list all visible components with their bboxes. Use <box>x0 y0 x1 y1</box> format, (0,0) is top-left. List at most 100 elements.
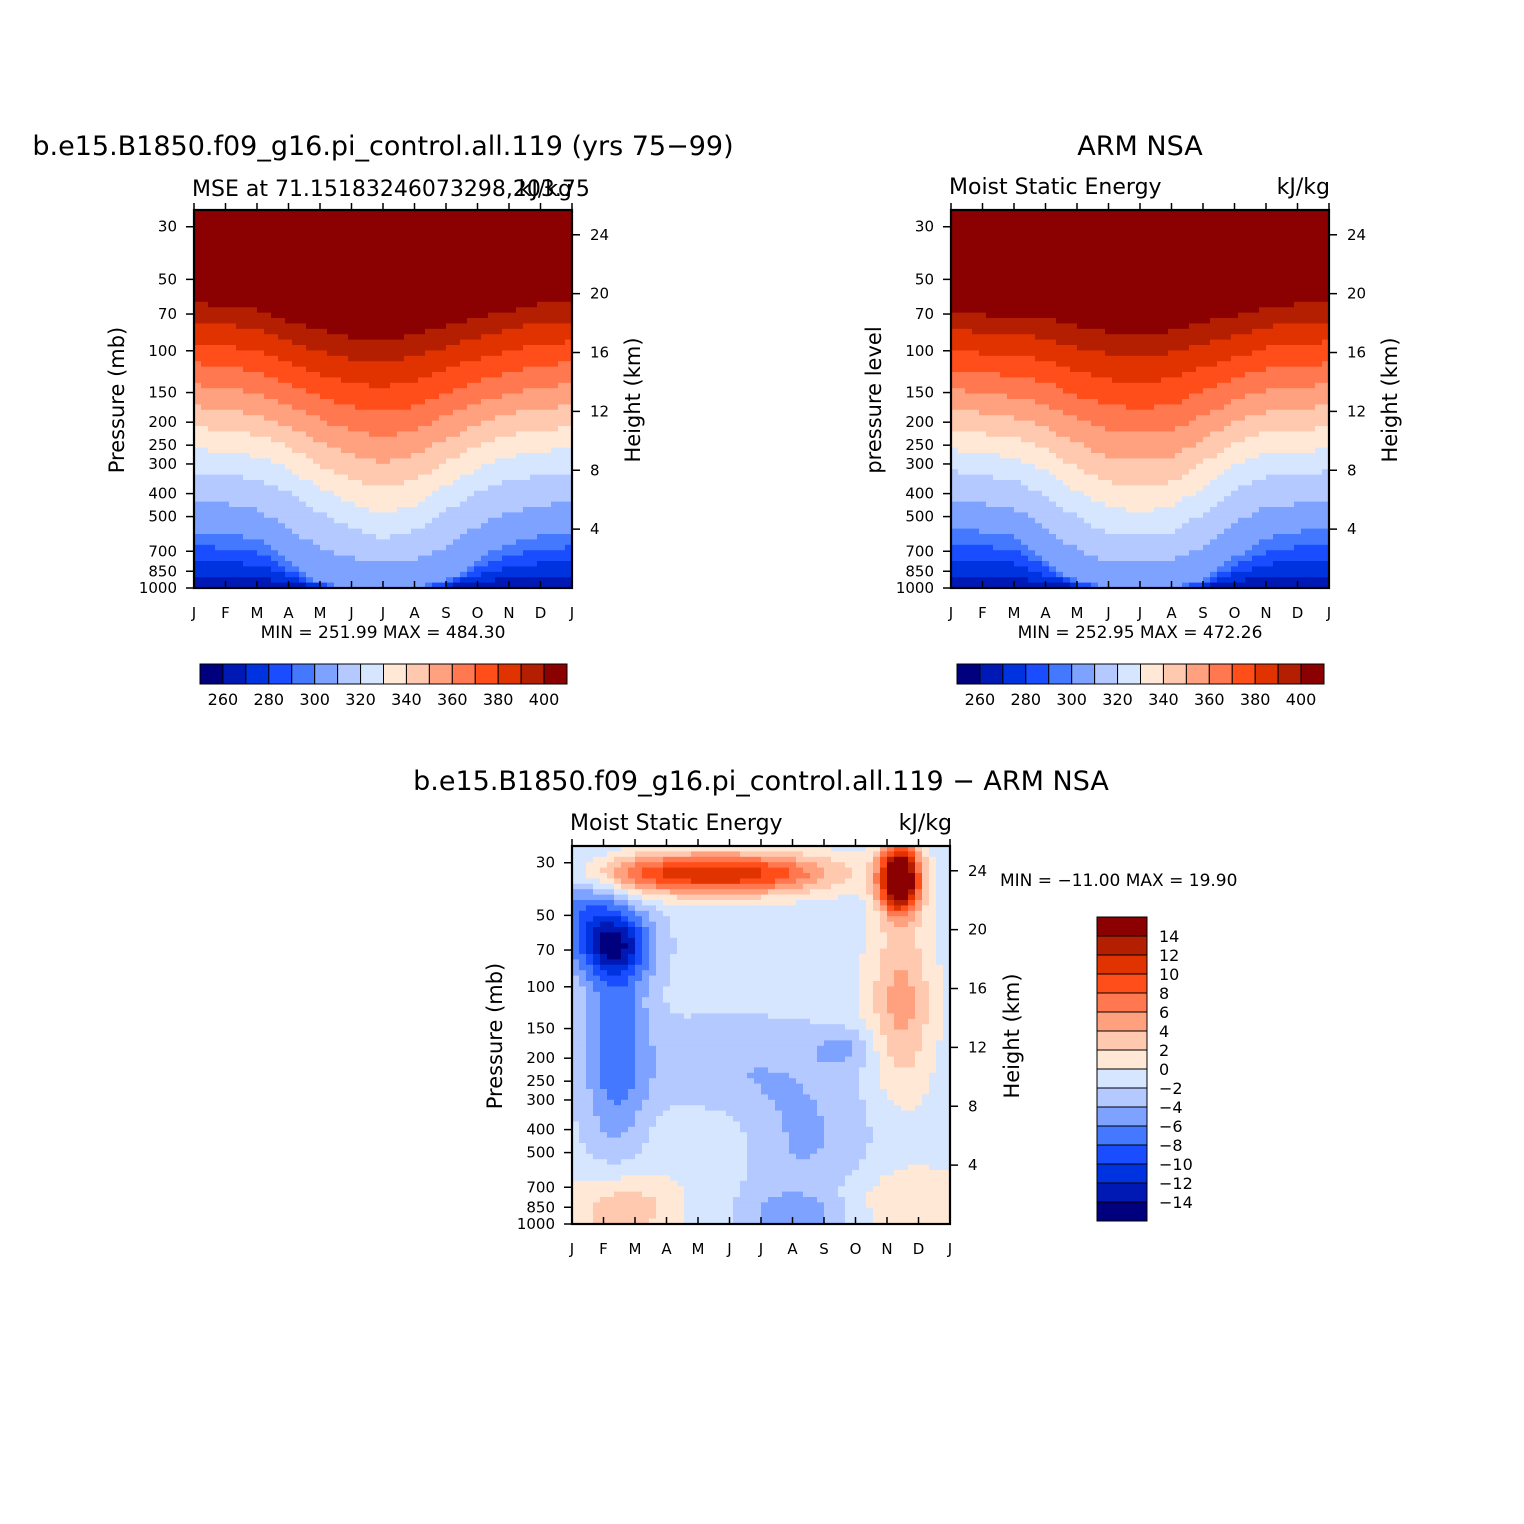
model-contour-cell <box>460 474 468 481</box>
model-contour-cell <box>236 318 244 324</box>
model-contour-cell <box>558 237 566 243</box>
obs-contour-cell <box>972 577 980 584</box>
model-contour-cell <box>285 210 293 216</box>
model-contour-cell <box>243 242 251 249</box>
model-contour-cell <box>439 220 447 227</box>
model-contour-cell <box>481 285 489 292</box>
model-contour-cell <box>201 328 209 335</box>
model-contour-cell <box>194 436 202 443</box>
obs-contour-cell <box>965 469 973 476</box>
model-contour-cell <box>481 571 489 578</box>
model-contour-cell <box>418 507 426 513</box>
model-contour-cell <box>369 528 377 535</box>
obs-contour-cell <box>1028 496 1036 503</box>
model-contour-cell <box>369 399 377 405</box>
model-contour-cell <box>404 561 412 567</box>
model-contour-cell <box>285 291 293 297</box>
model-contour-cell <box>467 501 475 508</box>
model-contour-cell <box>481 474 489 481</box>
model-contour-cell <box>565 334 573 341</box>
model-contour-cell <box>299 436 307 443</box>
obs-contour-cell <box>1007 215 1015 222</box>
model-contour-cell <box>530 458 538 465</box>
model-contour-cell <box>236 453 244 459</box>
model-contour-cell <box>558 485 566 492</box>
obs-contour-cell <box>986 453 994 459</box>
model-contour-cell <box>565 312 573 319</box>
model-contour-cell <box>558 258 566 265</box>
obs-contour-cell <box>1021 264 1029 270</box>
model-contour-cell <box>425 393 433 400</box>
model-contour-cell <box>250 220 258 227</box>
model-contour-cell <box>201 409 209 416</box>
model-contour-cell <box>509 431 517 438</box>
model-contour-cell <box>425 442 433 449</box>
model-contour-cell <box>495 447 503 454</box>
model-contour-cell <box>376 517 384 524</box>
model-contour-cell <box>229 534 237 540</box>
model-contour-cell <box>278 436 286 443</box>
model-contour-cell <box>306 247 314 254</box>
model-contour-cell <box>425 458 433 465</box>
obs-contour-cell <box>1000 210 1008 216</box>
model-contour-cell <box>558 318 566 324</box>
model-contour-cell <box>222 285 230 292</box>
model-contour-cell <box>551 458 559 465</box>
model-contour-cell <box>446 501 454 508</box>
model-contour-cell <box>313 269 321 276</box>
model-contour-cell <box>229 318 237 324</box>
model-contour-cell <box>460 447 468 454</box>
model-contour-cell <box>390 426 398 432</box>
model-contour-cell <box>362 242 370 249</box>
obs-contour-cell <box>1035 393 1043 400</box>
obs-contour-cell <box>1035 226 1043 233</box>
model-contour-cell <box>495 507 503 513</box>
obs-contour-cell <box>1035 399 1043 405</box>
model-contour-cell <box>488 264 496 270</box>
model-contour-cell <box>453 247 461 254</box>
model-contour-cell <box>292 350 300 357</box>
obs-contour-cell <box>1000 485 1008 492</box>
model-contour-cell <box>516 350 524 357</box>
model-contour-cell <box>383 301 391 308</box>
model-contour-cell <box>495 426 503 432</box>
model-contour-cell <box>446 382 454 389</box>
model-contour-cell <box>537 571 545 578</box>
model-contour-cell <box>432 345 440 351</box>
model-contour-cell <box>243 474 251 481</box>
obs-contour-cell <box>986 345 994 351</box>
model-contour-cell <box>341 577 349 584</box>
obs-contour-cell <box>1000 242 1008 249</box>
model-contour-cell <box>523 382 531 389</box>
model-contour-cell <box>558 458 566 465</box>
obs-contour-cell <box>1056 215 1064 222</box>
model-contour-cell <box>278 409 286 416</box>
model-contour-cell <box>383 334 391 341</box>
model-contour-cell <box>194 258 202 265</box>
model-contour-cell <box>320 485 328 492</box>
model-contour-cell <box>558 534 566 540</box>
model-contour-cell <box>236 566 244 573</box>
model-contour-cell <box>425 350 433 357</box>
model-contour-cell <box>390 258 398 265</box>
model-contour-cell <box>306 237 314 243</box>
model-contour-cell <box>565 242 573 249</box>
obs-contour-cell <box>1028 285 1036 292</box>
obs-contour-cell <box>972 582 980 589</box>
model-contour-cell <box>418 328 426 335</box>
model-contour-cell <box>222 528 230 535</box>
model-contour-cell <box>432 453 440 459</box>
model-contour-cell <box>236 377 244 384</box>
model-contour-cell <box>425 420 433 427</box>
model-contour-cell <box>537 442 545 449</box>
obs-contour-cell <box>965 355 973 362</box>
model-contour-cell <box>355 339 363 346</box>
model-contour-cell <box>411 496 419 503</box>
model-contour-cell <box>516 485 524 492</box>
model-contour-cell <box>397 285 405 292</box>
model-contour-cell <box>502 377 510 384</box>
model-contour-cell <box>425 544 433 551</box>
model-contour-cell <box>516 237 524 243</box>
model-contour-cell <box>509 334 517 341</box>
model-contour-cell <box>348 453 356 459</box>
